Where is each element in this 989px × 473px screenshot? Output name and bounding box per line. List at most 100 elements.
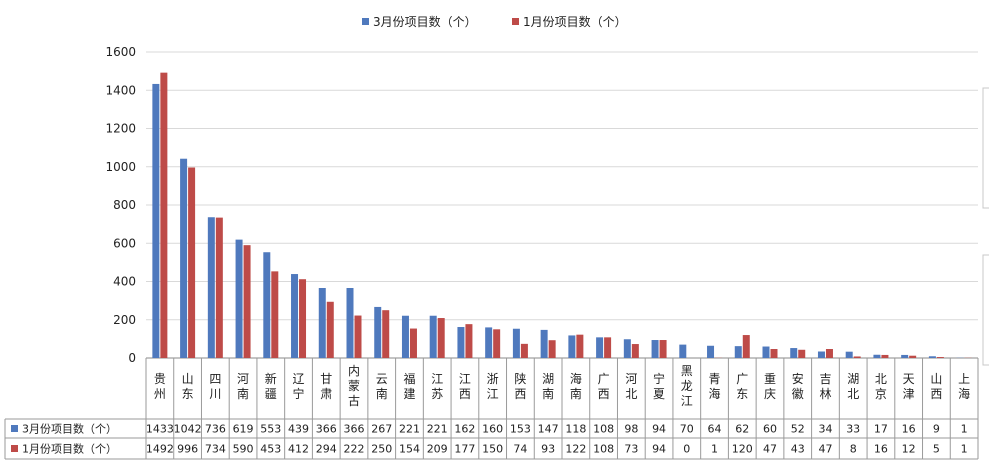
bar-series-2 — [631, 344, 639, 358]
table-cell-value: 94 — [652, 423, 666, 436]
table-cell-value: 108 — [593, 443, 614, 456]
y-tick-label: 1000 — [105, 160, 136, 174]
x-category-label: 湖南 — [542, 371, 554, 401]
bar-series-1 — [901, 354, 909, 358]
table-cell-value: 267 — [371, 423, 392, 436]
bar-series-1 — [873, 354, 881, 358]
x-category-label: 新疆 — [265, 371, 277, 401]
x-category-label: 江苏 — [431, 372, 443, 401]
x-category-label: 甘肃 — [320, 372, 332, 401]
bar-series-2 — [271, 271, 279, 358]
table-cell-value: 1 — [961, 423, 968, 436]
x-category-label: 黑龙江 — [681, 364, 693, 408]
table-cell-value: 1 — [961, 443, 968, 456]
x-category-label: 重庆 — [764, 372, 776, 401]
bars — [152, 72, 972, 358]
bar-series-1 — [374, 306, 382, 358]
bar-series-1 — [790, 348, 798, 358]
table-cell-value: 453 — [260, 443, 281, 456]
y-tick-label: 1400 — [105, 83, 136, 97]
table-cell-value: 147 — [538, 423, 559, 436]
table-cell-value: 108 — [593, 423, 614, 436]
y-tick-label: 1600 — [105, 45, 136, 59]
legend-swatch-series-2 — [512, 18, 519, 25]
bar-series-2 — [825, 349, 833, 358]
table-cell-value: 60 — [763, 423, 777, 436]
table-cell-value: 5 — [933, 443, 940, 456]
bar-series-1 — [762, 346, 770, 358]
x-category-label: 天津 — [903, 372, 915, 401]
bar-series-2 — [659, 340, 667, 358]
table-cell-value: 553 — [260, 423, 281, 436]
table-cell-value: 93 — [541, 443, 555, 456]
bar-series-1 — [152, 83, 160, 358]
x-category-label: 四川 — [209, 372, 221, 401]
legend-label-series-2: 1月份项目数（个） — [523, 14, 627, 29]
table-row-header: 1月份项目数（个） — [22, 443, 117, 456]
table-cell-value: 73 — [624, 443, 638, 456]
table-cell-value: 222 — [344, 443, 365, 456]
bar-series-2 — [798, 349, 806, 358]
table-cell-value: 70 — [680, 423, 694, 436]
bar-series-2 — [770, 349, 778, 358]
table-cell-value: 16 — [902, 423, 916, 436]
table-cell-value: 366 — [344, 423, 365, 436]
bar-series-2 — [326, 301, 334, 358]
table-cell-value: 94 — [652, 443, 666, 456]
table-cell-value: 120 — [732, 443, 753, 456]
bar-series-2 — [604, 337, 612, 358]
x-category-label: 广西 — [598, 372, 610, 401]
table-cell-value: 0 — [683, 443, 690, 456]
table-cell-value: 294 — [316, 443, 337, 456]
bar-series-1 — [540, 329, 548, 358]
table-cell-value: 734 — [205, 443, 226, 456]
bar-series-1 — [485, 327, 493, 358]
table-cell-value: 366 — [316, 423, 337, 436]
bar-series-1 — [817, 351, 825, 358]
bar-series-2 — [354, 315, 362, 358]
table-row-header: 3月份项目数（个） — [22, 423, 117, 436]
bar-series-1 — [207, 217, 215, 358]
x-category-label: 贵州 — [154, 372, 166, 401]
bar-series-1 — [263, 252, 271, 358]
table-cell-value: 209 — [427, 443, 448, 456]
bar-series-2 — [299, 279, 307, 358]
table-cell-value: 996 — [177, 443, 198, 456]
x-category-label: 江西 — [459, 372, 471, 401]
x-category-label: 河南 — [237, 372, 249, 401]
table-cell-value: 12 — [902, 443, 916, 456]
x-category-label: 吉林 — [819, 372, 831, 401]
x-category-label: 浙江 — [487, 372, 499, 401]
bar-series-2 — [520, 343, 528, 358]
table-cell-value: 62 — [735, 423, 749, 436]
bar-series-1 — [651, 340, 659, 358]
x-category-label: 北京 — [875, 372, 887, 401]
bar-series-2 — [160, 72, 168, 358]
table-cell-value: 16 — [874, 443, 888, 456]
table-cell-value: 153 — [510, 423, 531, 436]
bar-series-2 — [548, 340, 556, 358]
table-cell-value: 221 — [427, 423, 448, 436]
table-cell-value: 43 — [791, 443, 805, 456]
table-cell-value: 412 — [288, 443, 309, 456]
x-category-label: 辽宁 — [293, 372, 305, 401]
bar-series-2 — [881, 354, 889, 358]
y-tick-label: 800 — [113, 198, 136, 212]
table-cell-value: 250 — [371, 443, 392, 456]
table-cell-value: 1492 — [146, 443, 174, 456]
bar-series-2 — [382, 310, 390, 358]
y-tick-label: 200 — [113, 313, 136, 327]
table-cell-value: 98 — [624, 423, 638, 436]
bar-series-1 — [512, 328, 520, 358]
bar-series-2 — [409, 328, 417, 358]
bar-series-2 — [936, 357, 944, 358]
table-cell-value: 74 — [513, 443, 527, 456]
table-row-swatch — [11, 425, 18, 432]
bar-series-1 — [235, 239, 243, 358]
x-category-label: 湖北 — [847, 371, 859, 401]
table-cell-value: 8 — [850, 443, 857, 456]
table-cell-value: 118 — [565, 423, 586, 436]
bar-series-1 — [707, 345, 715, 358]
